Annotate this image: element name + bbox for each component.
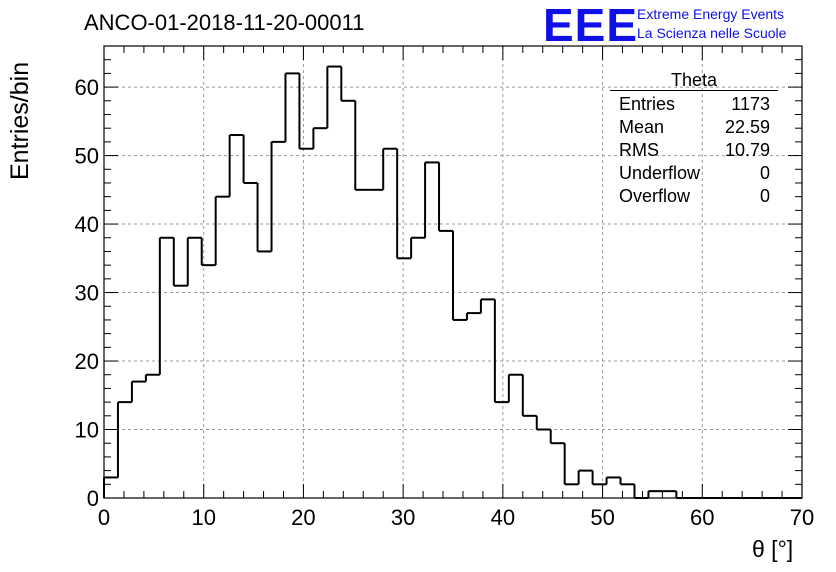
stats-label: RMS — [619, 140, 659, 160]
stats-value: 0 — [759, 186, 770, 206]
logo-line-1: Extreme Energy Events — [637, 6, 785, 22]
stats-value: 0 — [759, 163, 770, 183]
stats-row-underflow: Underflow 0 — [610, 162, 778, 185]
stats-box: Theta Entries 1173 Mean 22.59 RMS 10.79 … — [610, 70, 778, 208]
stats-label: Entries — [619, 94, 676, 114]
stats-row-mean: Mean 22.59 — [610, 116, 778, 139]
logo-caption: Extreme Energy Events La Scienza nelle S… — [637, 5, 786, 43]
y-tick-label: 20 — [75, 349, 99, 374]
plot-frame — [103, 45, 803, 499]
stats-label: Overflow — [619, 186, 691, 206]
stats-value: 22.59 — [724, 117, 770, 137]
stats-row-entries: Entries 1173 — [610, 93, 778, 116]
x-tick-label: 30 — [391, 505, 415, 530]
y-axis-label: Entries/bin — [6, 61, 34, 180]
x-tick-label: 50 — [590, 505, 614, 530]
x-tick-label: 40 — [491, 505, 515, 530]
stats-row-overflow: Overflow 0 — [610, 185, 778, 208]
stats-row-rms: RMS 10.79 — [610, 139, 778, 162]
page-title: ANCO-01-2018-11-20-00011 — [84, 10, 365, 35]
eee-logo: EEE — [543, 0, 639, 51]
x-tick-label: 60 — [690, 505, 714, 530]
y-tick-label: 60 — [75, 75, 99, 100]
stats-value: 1173 — [731, 94, 770, 114]
logo-line-2: La Scienza nelle Scuole — [637, 25, 787, 41]
x-tick-label: 70 — [790, 505, 814, 530]
x-tick-label: 0 — [98, 505, 110, 530]
y-tick-label: 50 — [75, 144, 99, 169]
stats-value: 10.79 — [724, 140, 770, 160]
x-axis-label: θ [°] — [752, 536, 794, 562]
stats-box-rule — [610, 90, 778, 91]
y-tick-label: 0 — [87, 486, 99, 511]
stats-label: Underflow — [619, 163, 701, 183]
x-tick-label: 20 — [291, 505, 315, 530]
y-tick-label: 40 — [75, 212, 99, 237]
y-tick-label: 30 — [75, 281, 99, 306]
y-tick-label: 10 — [75, 418, 99, 443]
x-tick-label: 10 — [191, 505, 215, 530]
stats-label: Mean — [619, 117, 665, 137]
stats-box-title: Theta — [670, 70, 718, 90]
